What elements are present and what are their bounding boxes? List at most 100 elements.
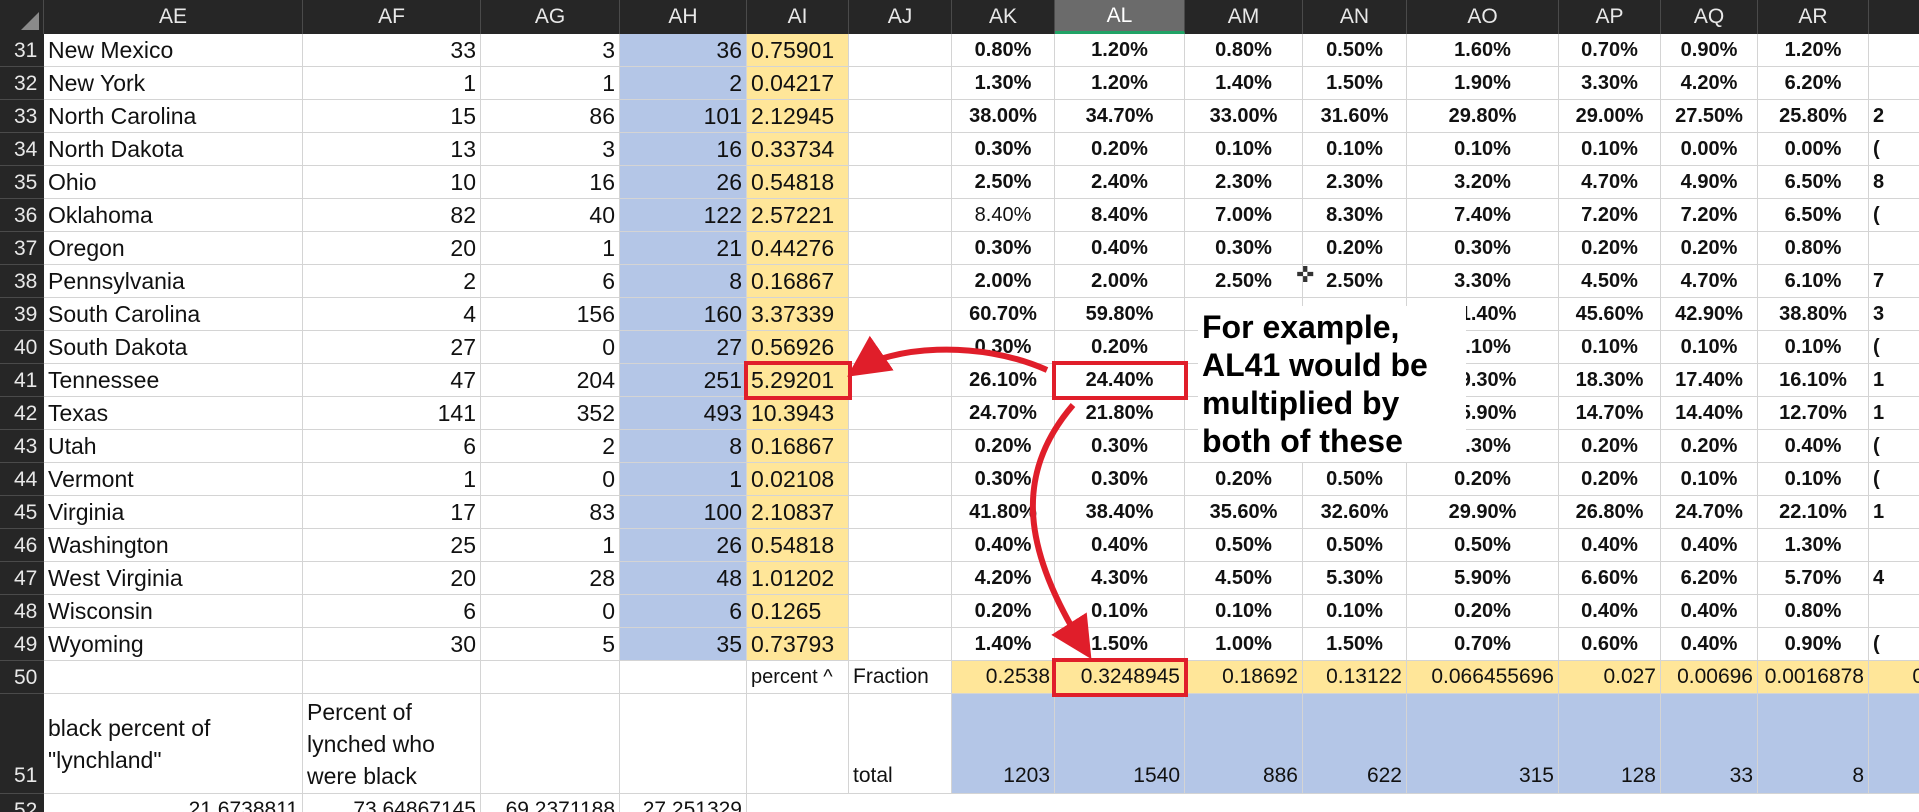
cell-af[interactable]: 33 (303, 34, 481, 67)
percent-cell[interactable]: 0.50% (1303, 34, 1407, 67)
percent-cell[interactable]: ( (1869, 430, 1919, 463)
percent-cell[interactable]: 0.80% (952, 34, 1055, 67)
total-cell[interactable]: 1540 (1055, 694, 1185, 794)
cell-ai[interactable]: 0.16867 (747, 265, 849, 298)
percent-cell[interactable]: 3.20% (1407, 166, 1559, 199)
percent-cell[interactable]: 0.10% (1185, 133, 1303, 166)
cell-af[interactable]: 73.64867145 (303, 794, 481, 812)
percent-cell[interactable]: 4.70% (1559, 166, 1661, 199)
select-all-corner[interactable] (0, 0, 44, 34)
cell-af[interactable]: 27 (303, 331, 481, 364)
cell-af[interactable]: 6 (303, 595, 481, 628)
column-header-ak[interactable]: AK (952, 0, 1055, 34)
cell-ah[interactable]: 27.251329 (620, 794, 747, 812)
row-header[interactable]: 47 (0, 562, 44, 595)
percent-cell[interactable]: 4.30% (1055, 562, 1185, 595)
cell-ah[interactable]: 27 (620, 331, 747, 364)
percent-cell[interactable]: 38.40% (1055, 496, 1185, 529)
percent-cell[interactable]: 2.50% (1303, 265, 1407, 298)
percent-cell[interactable]: 0.10% (1185, 595, 1303, 628)
percent-cell[interactable] (1869, 67, 1919, 100)
percent-cell[interactable]: 0.30% (952, 133, 1055, 166)
state-name-cell[interactable]: North Carolina (44, 100, 303, 133)
fraction-cell[interactable]: 0.18692 (1185, 661, 1303, 694)
cell-ai[interactable]: 1.01202 (747, 562, 849, 595)
percent-cell[interactable]: 4.70% (1661, 265, 1758, 298)
column-header-aq[interactable]: AQ (1661, 0, 1758, 34)
cell-ah[interactable]: 8 (620, 430, 747, 463)
cell-aj[interactable] (849, 34, 952, 67)
percent-cell[interactable]: 0.10% (1661, 463, 1758, 496)
percent-cell[interactable]: 0.10% (1758, 331, 1869, 364)
cell-aj[interactable] (849, 166, 952, 199)
percent-cell[interactable]: 0.10% (1407, 331, 1559, 364)
percent-cell[interactable]: 25.80% (1758, 100, 1869, 133)
cell-ai[interactable]: 3.37339 (747, 298, 849, 331)
percent-cell[interactable]: 2.30% (1303, 166, 1407, 199)
percent-cell[interactable]: 1 (1869, 496, 1919, 529)
percent-cell[interactable]: 33.00% (1185, 100, 1303, 133)
cell-aj[interactable] (849, 529, 952, 562)
percent-cell[interactable]: 16.10% (1758, 364, 1869, 397)
percent-cell[interactable]: 0.10% (1303, 595, 1407, 628)
percent-cell[interactable]: 0.20% (1559, 463, 1661, 496)
percent-cell[interactable]: 0.70% (1559, 34, 1661, 67)
percent-cell[interactable]: 0.20% (1661, 430, 1758, 463)
percent-cell[interactable]: 22.10% (1758, 496, 1869, 529)
percent-cell[interactable]: 0.20% (1559, 430, 1661, 463)
percent-cell[interactable]: 3.30% (1407, 265, 1559, 298)
percent-cell[interactable]: 5.30% (1303, 562, 1407, 595)
state-name-cell[interactable]: Oregon (44, 232, 303, 265)
cell-ag[interactable]: 83 (481, 496, 620, 529)
state-name-cell[interactable]: North Dakota (44, 133, 303, 166)
cell-ah[interactable]: 122 (620, 199, 747, 232)
state-name-cell[interactable]: South Carolina (44, 298, 303, 331)
percent-cell[interactable]: 0.80% (1185, 34, 1303, 67)
percent-cell[interactable]: 0.20% (1303, 232, 1407, 265)
percent-cell[interactable]: 1.50% (1303, 67, 1407, 100)
cell-ai[interactable]: 10.3943 (747, 397, 849, 430)
percent-cell[interactable]: 41.80% (952, 496, 1055, 529)
percent-cell[interactable] (1869, 34, 1919, 67)
percent-cell[interactable]: 0.40% (1661, 628, 1758, 661)
cell-ai[interactable]: 0.56926 (747, 331, 849, 364)
fraction-cell[interactable]: 0.066455696 (1407, 661, 1559, 694)
cell-aj[interactable] (849, 463, 952, 496)
percent-cell[interactable]: 38.00% (952, 100, 1055, 133)
percent-cell[interactable]: 0.50% (1303, 529, 1407, 562)
cell-ai[interactable]: 0.04217 (747, 67, 849, 100)
fraction-cell[interactable]: 0 (1869, 661, 1919, 694)
cell-af[interactable]: 1 (303, 463, 481, 496)
cell-ag[interactable]: 40 (481, 199, 620, 232)
cell-af[interactable]: 2 (303, 265, 481, 298)
state-name-cell[interactable]: Virginia (44, 496, 303, 529)
cell-ai[interactable]: 2.57221 (747, 199, 849, 232)
column-header-aj[interactable]: AJ (849, 0, 952, 34)
percent-cell[interactable]: 8.40% (1055, 199, 1185, 232)
cell-aj[interactable] (849, 298, 952, 331)
state-name-cell[interactable]: Tennessee (44, 364, 303, 397)
percent-cell[interactable]: 4.90% (1661, 166, 1758, 199)
cell-ai[interactable]: 0.54818 (747, 529, 849, 562)
cell-ah[interactable]: 493 (620, 397, 747, 430)
cell-ah[interactable]: 251 (620, 364, 747, 397)
percent-cell[interactable]: 0.00% (1661, 133, 1758, 166)
percent-cell[interactable]: 0.10% (1559, 331, 1661, 364)
percent-cell[interactable]: 2.50% (1185, 265, 1303, 298)
cell-aj[interactable] (849, 331, 952, 364)
row-header[interactable]: 37 (0, 232, 44, 265)
percent-cell[interactable]: 29.90% (1407, 496, 1559, 529)
total-cell[interactable]: 886 (1185, 694, 1303, 794)
percent-cell[interactable]: 29.80% (1407, 100, 1559, 133)
row-header[interactable]: 50 (0, 661, 44, 694)
empty-cell[interactable] (747, 694, 849, 794)
percent-cell[interactable]: 0.40% (952, 529, 1055, 562)
row-header[interactable]: 35 (0, 166, 44, 199)
row-header[interactable]: 31 (0, 34, 44, 67)
percent-cell[interactable]: 1 (1869, 397, 1919, 430)
cell-ag[interactable]: 86 (481, 100, 620, 133)
percent-cell[interactable]: 0.30% (952, 232, 1055, 265)
column-header-am[interactable]: AM (1185, 0, 1303, 34)
percent-cell[interactable]: 14.40% (1661, 397, 1758, 430)
